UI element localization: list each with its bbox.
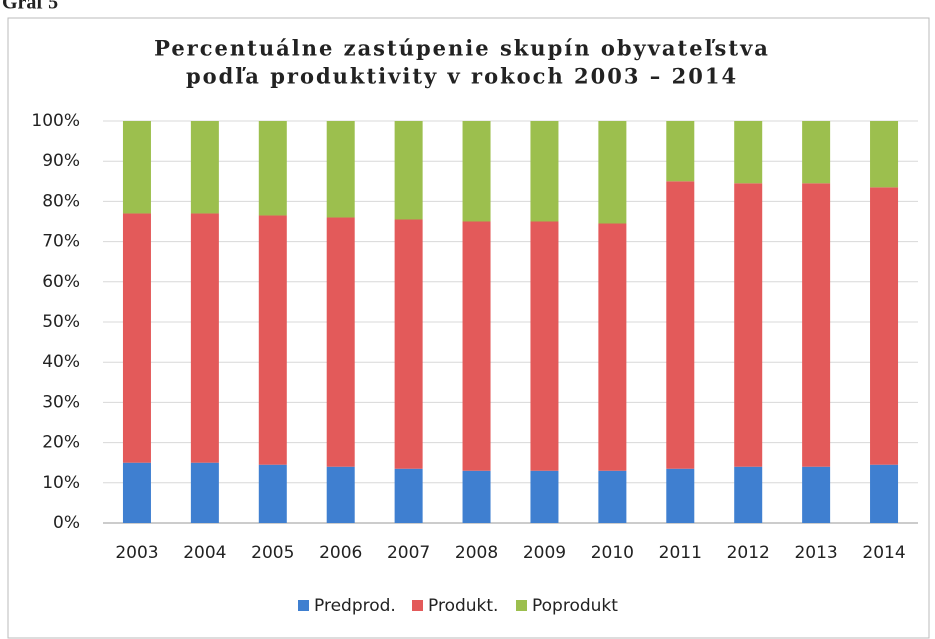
y-tick-label: 50%	[42, 312, 80, 332]
y-tick-label: 100%	[31, 111, 80, 131]
bar-segment	[666, 468, 695, 523]
bar-segment	[394, 219, 423, 469]
bar-segment	[734, 183, 763, 467]
x-tick-label: 2010	[591, 543, 634, 563]
bar-segment	[802, 466, 831, 523]
x-tick-label: 2008	[455, 543, 498, 563]
y-tick-label: 60%	[42, 272, 80, 292]
bar-segment	[462, 121, 491, 222]
bar-segment	[122, 462, 151, 523]
bar-segment	[326, 217, 355, 467]
bar-segment	[394, 468, 423, 523]
y-tick-label: 0%	[53, 513, 80, 533]
bar-segment	[326, 466, 355, 523]
bar-segment	[190, 213, 219, 463]
legend-swatch	[516, 600, 527, 611]
bar-segment	[870, 121, 899, 188]
x-tick-label: 2012	[727, 543, 770, 563]
bar-segment	[122, 121, 151, 214]
legend-label: Predprod.	[314, 596, 396, 616]
x-tick-label: 2005	[251, 543, 294, 563]
bar-segment	[666, 121, 695, 182]
caption: Graf 5	[2, 0, 58, 14]
x-tick-label: 2011	[659, 543, 702, 563]
bar-segment	[666, 181, 695, 469]
bar-segment	[598, 470, 627, 523]
y-tick-label: 20%	[42, 433, 80, 453]
chart-frame	[7, 17, 930, 639]
bar-segment	[598, 223, 627, 471]
bar-segment	[462, 221, 491, 471]
bar-segment	[870, 464, 899, 523]
y-tick-label: 90%	[42, 151, 80, 171]
bar-segment	[734, 466, 763, 523]
chart-title: Percentuálne zastúpenie skupín obyvateľs…	[154, 36, 770, 61]
bar-segment	[530, 470, 559, 523]
bar-segment	[190, 121, 219, 214]
x-tick-label: 2014	[862, 543, 905, 563]
bar-segment	[122, 213, 151, 463]
x-tick-label: 2013	[794, 543, 837, 563]
bar-segment	[734, 121, 763, 184]
bar-segment	[802, 183, 831, 467]
bar-segment	[462, 470, 491, 523]
y-tick-label: 70%	[42, 232, 80, 252]
bar-segment	[326, 121, 355, 218]
bar-segment	[530, 121, 559, 222]
bar-segment	[802, 121, 831, 184]
chart-title: podľa produktivity v rokoch 2003 – 2014	[186, 64, 738, 89]
y-tick-label: 30%	[42, 392, 80, 412]
legend-swatch	[298, 600, 309, 611]
legend-swatch	[412, 600, 423, 611]
bar-segment	[530, 221, 559, 471]
bar-segment	[598, 121, 627, 224]
x-tick-label: 2006	[319, 543, 362, 563]
bar-segment	[394, 121, 423, 220]
legend-label: Poprodukt	[532, 596, 618, 616]
bar-segment	[258, 464, 287, 523]
x-tick-label: 2004	[183, 543, 226, 563]
x-tick-label: 2007	[387, 543, 430, 563]
x-tick-label: 2003	[115, 543, 158, 563]
y-tick-label: 80%	[42, 191, 80, 211]
y-tick-label: 10%	[42, 473, 80, 493]
bar-segment	[870, 187, 899, 465]
bar-segment	[258, 215, 287, 465]
bar-segment	[258, 121, 287, 216]
bar-segment	[190, 462, 219, 523]
y-tick-label: 40%	[42, 352, 80, 372]
legend-label: Produkt.	[428, 596, 498, 616]
x-tick-label: 2009	[523, 543, 566, 563]
